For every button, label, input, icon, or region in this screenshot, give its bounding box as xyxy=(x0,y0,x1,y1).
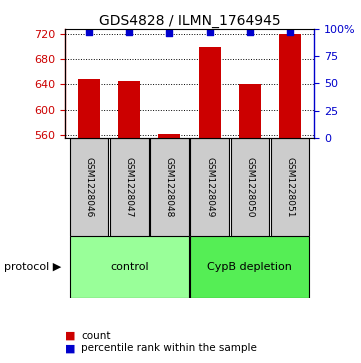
Point xyxy=(287,29,293,35)
Text: CypB depletion: CypB depletion xyxy=(207,262,292,272)
Bar xyxy=(231,138,269,236)
Text: GSM1228051: GSM1228051 xyxy=(286,157,295,217)
Bar xyxy=(239,84,261,138)
Bar xyxy=(70,236,189,298)
Point xyxy=(207,29,213,35)
Text: protocol ▶: protocol ▶ xyxy=(4,262,61,272)
Bar xyxy=(78,79,100,138)
Text: ■: ■ xyxy=(65,331,75,341)
Text: GSM1228050: GSM1228050 xyxy=(245,157,254,217)
Text: GSM1228046: GSM1228046 xyxy=(84,157,93,217)
Bar xyxy=(118,81,140,138)
Point xyxy=(166,30,172,36)
Title: GDS4828 / ILMN_1764945: GDS4828 / ILMN_1764945 xyxy=(99,14,280,28)
Text: control: control xyxy=(110,262,149,272)
Bar xyxy=(190,236,309,298)
Bar xyxy=(158,134,180,138)
Text: GSM1228048: GSM1228048 xyxy=(165,157,174,217)
Text: GSM1228049: GSM1228049 xyxy=(205,157,214,217)
Text: percentile rank within the sample: percentile rank within the sample xyxy=(81,343,257,354)
Text: count: count xyxy=(81,331,111,341)
Bar xyxy=(150,138,189,236)
Bar xyxy=(190,138,229,236)
Text: GSM1228047: GSM1228047 xyxy=(125,157,134,217)
Point xyxy=(86,29,92,35)
Point xyxy=(247,29,253,35)
Bar xyxy=(110,138,148,236)
Point xyxy=(126,29,132,35)
Bar xyxy=(199,47,221,138)
Text: ■: ■ xyxy=(65,343,75,354)
Bar xyxy=(271,138,309,236)
Bar xyxy=(70,138,108,236)
Bar xyxy=(279,34,301,138)
